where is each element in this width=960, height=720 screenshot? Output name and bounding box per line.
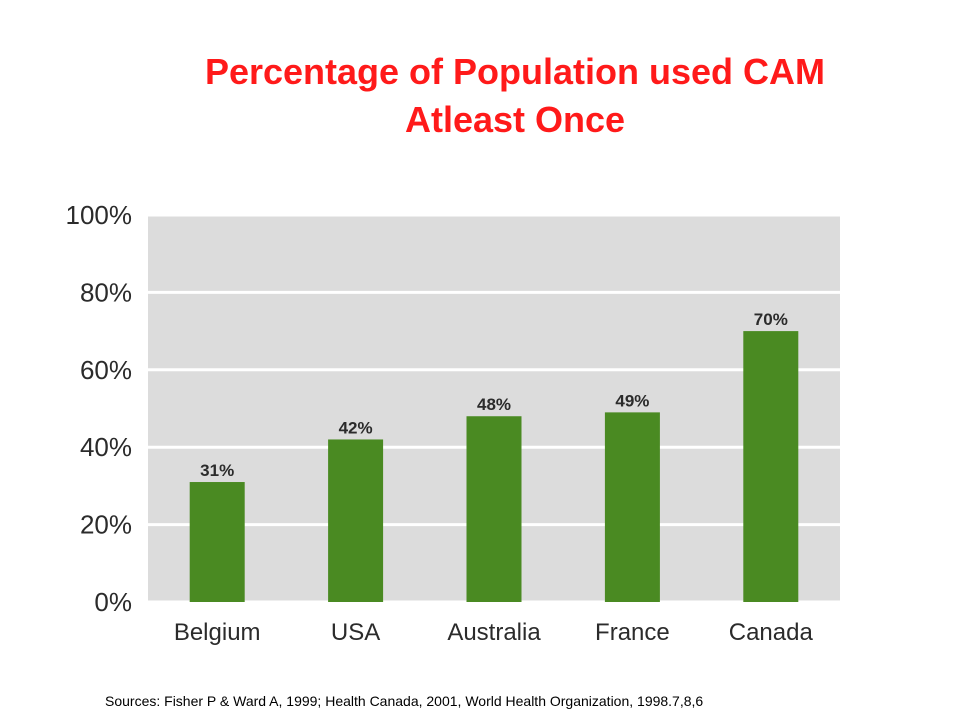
x-tick-label: France bbox=[595, 619, 670, 646]
y-tick-label: 20% bbox=[80, 510, 132, 540]
source-note: Sources: Fisher P & Ward A, 1999; Health… bbox=[105, 693, 704, 709]
data-label: 49% bbox=[615, 391, 649, 410]
y-tick-label: 40% bbox=[80, 432, 132, 462]
x-tick-label: Belgium bbox=[174, 619, 261, 646]
x-tick-label: Canada bbox=[729, 619, 814, 646]
data-label: 70% bbox=[754, 310, 788, 329]
chart-title: Percentage of Population used CAM Atleas… bbox=[0, 48, 960, 144]
data-label: 48% bbox=[477, 395, 511, 414]
title-line-2: Atleast Once bbox=[404, 99, 626, 140]
data-label: 31% bbox=[200, 461, 234, 480]
y-tick-label: 60% bbox=[80, 355, 132, 385]
bar bbox=[604, 412, 660, 602]
bar bbox=[466, 416, 522, 602]
y-tick-label: 0% bbox=[94, 587, 132, 617]
x-tick-label: Australia bbox=[447, 619, 541, 646]
title-line-1: Percentage of Population used CAM bbox=[204, 51, 826, 92]
bar bbox=[189, 482, 245, 602]
y-tick-label: 80% bbox=[80, 277, 132, 307]
bar bbox=[743, 331, 799, 602]
data-label: 42% bbox=[339, 418, 373, 437]
y-tick-label: 100% bbox=[66, 200, 133, 230]
bar bbox=[328, 439, 384, 602]
x-tick-label: USA bbox=[331, 619, 380, 646]
